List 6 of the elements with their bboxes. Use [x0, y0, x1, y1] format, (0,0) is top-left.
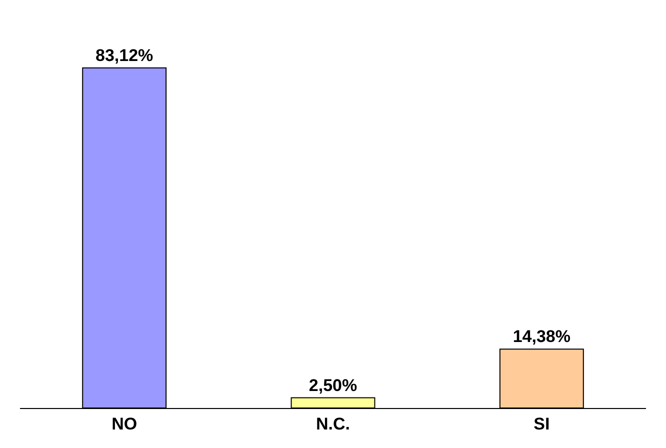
x-tick-label: N.C. [316, 414, 350, 434]
data-label: 2,50% [308, 376, 358, 395]
x-tick-label: NO [112, 414, 138, 434]
data-label: 14,38% [512, 327, 570, 346]
data-label: 83,12% [96, 46, 154, 65]
x-tick-label: SI [534, 414, 550, 434]
